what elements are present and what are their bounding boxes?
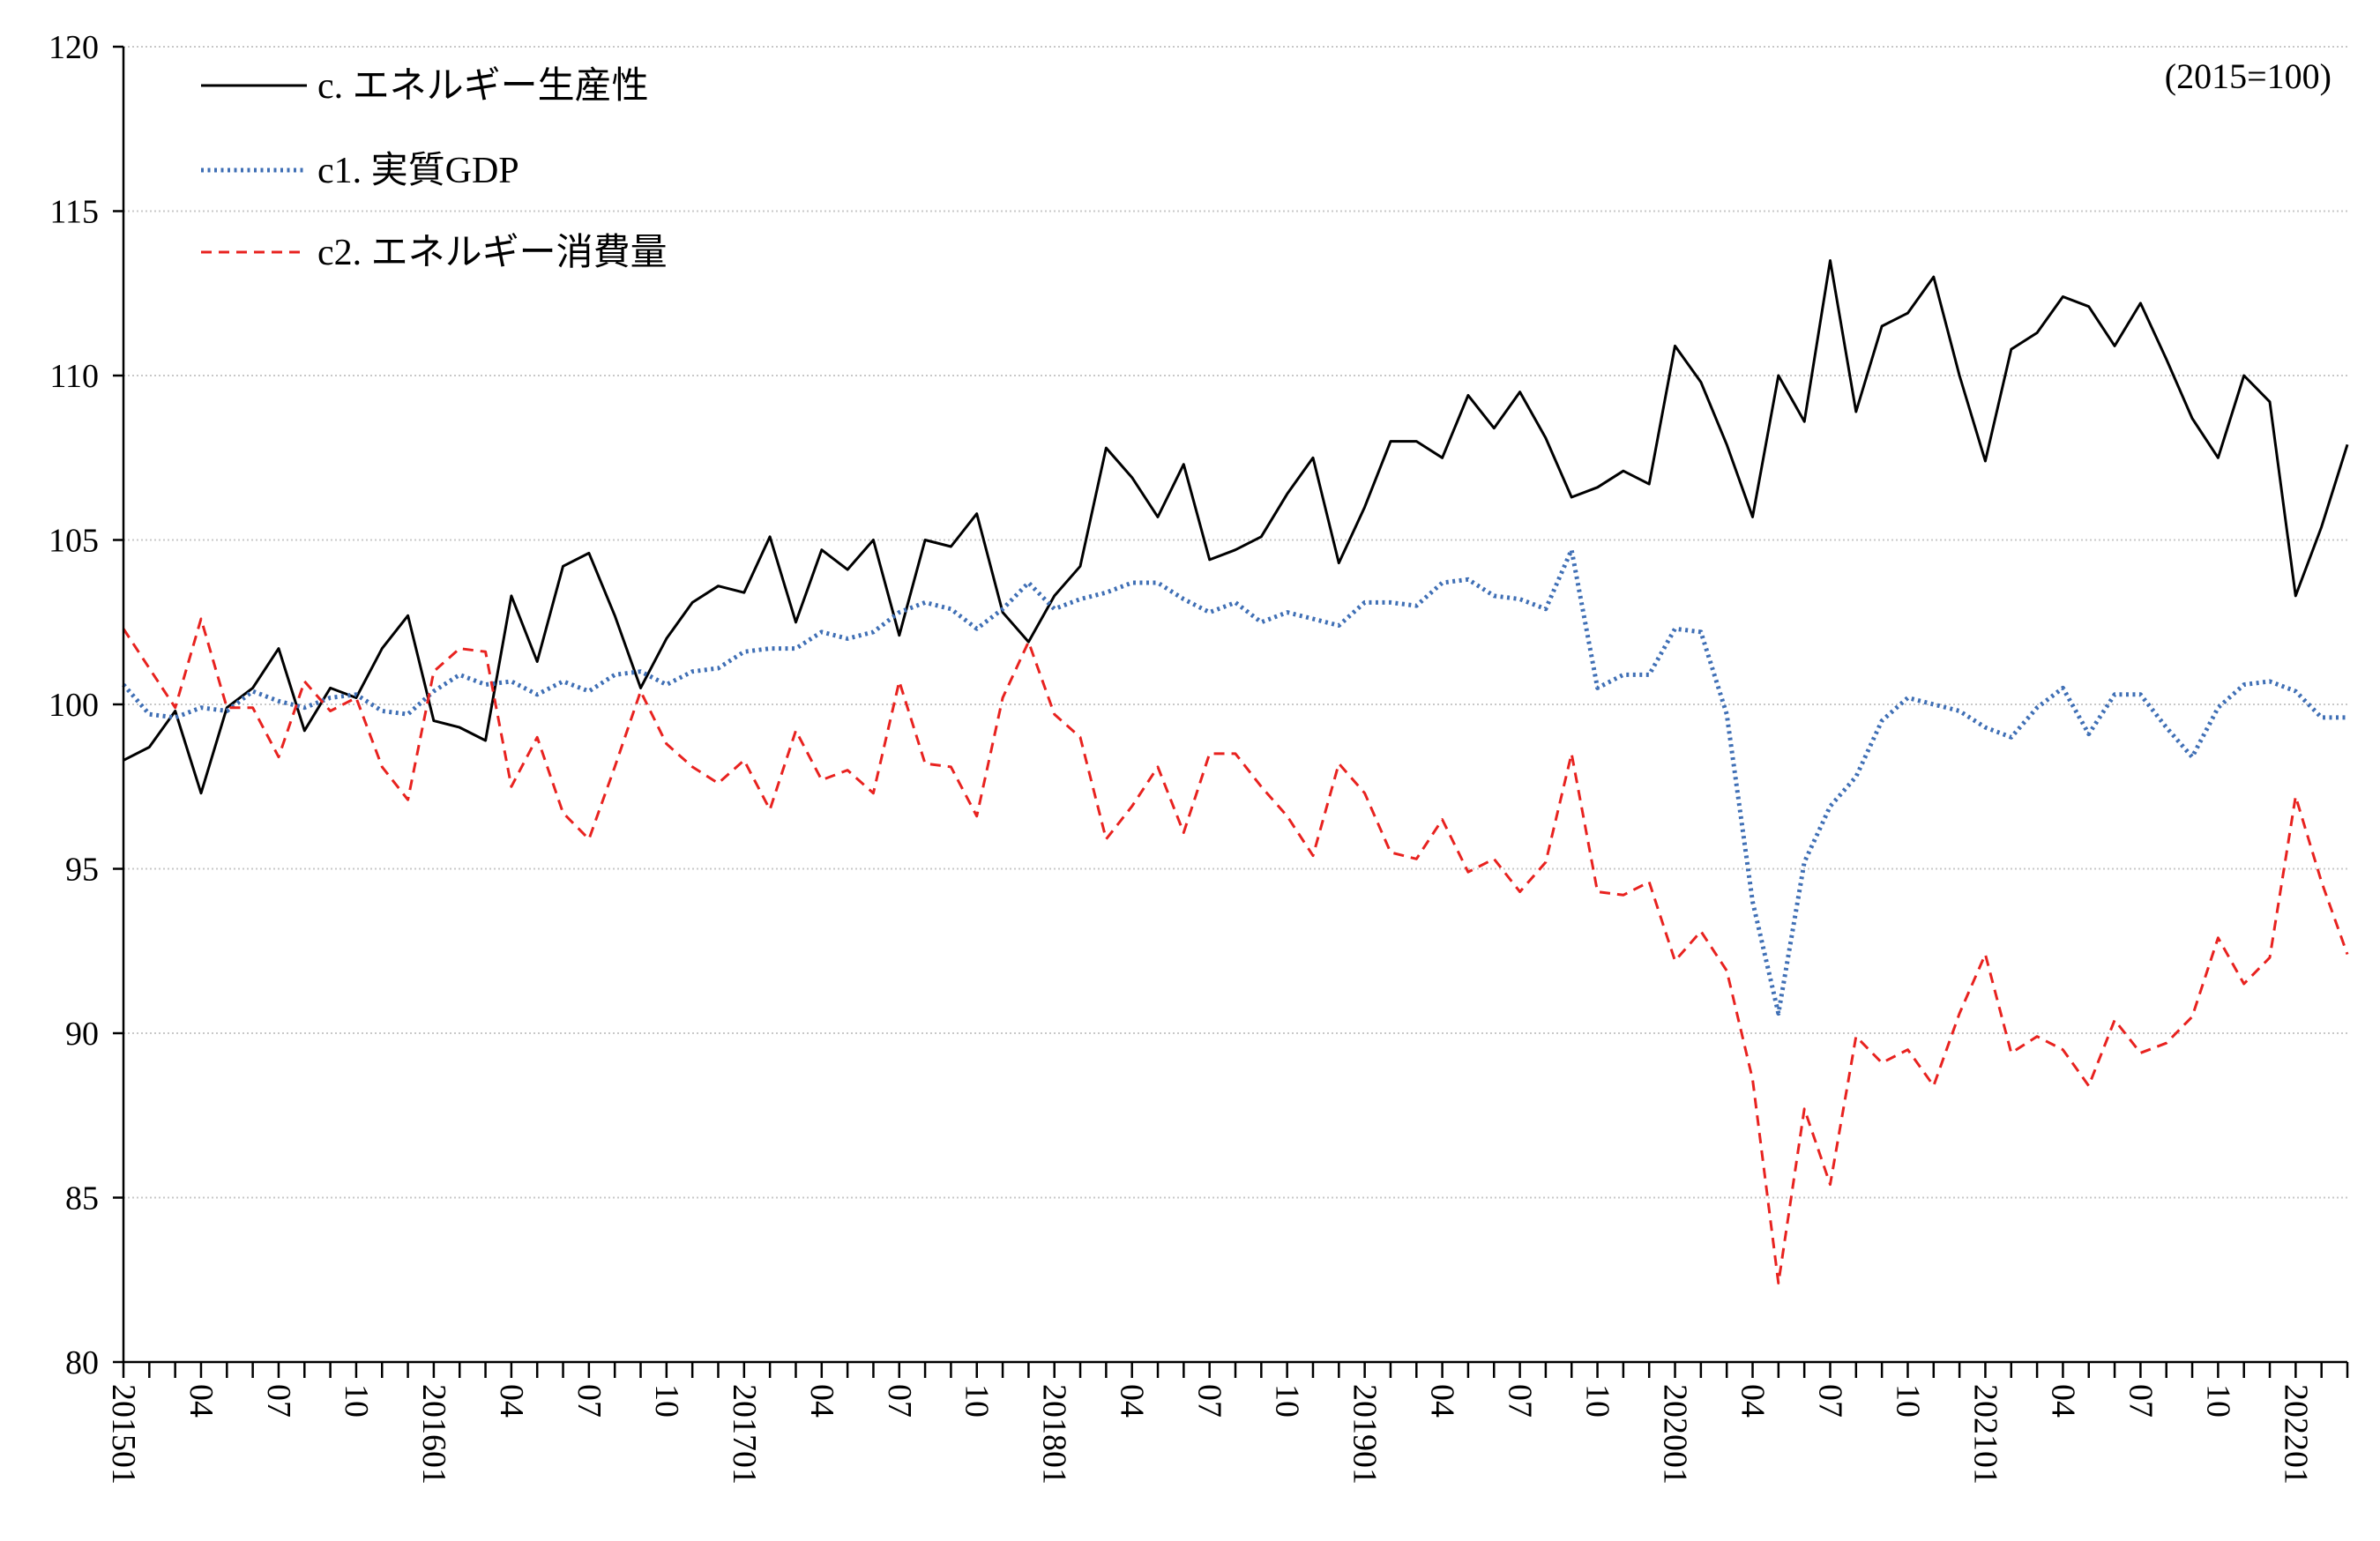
- x-tick-label: 201501: [105, 1384, 142, 1485]
- x-tick-label: 201801: [1036, 1384, 1073, 1485]
- x-tick-label: 10: [959, 1384, 996, 1418]
- y-tick-label: 110: [49, 358, 99, 395]
- y-tick-label: 80: [65, 1344, 99, 1381]
- x-tick-label: 202201: [2277, 1384, 2314, 1485]
- x-tick-label: 04: [803, 1384, 840, 1418]
- x-tick-label: 07: [1502, 1384, 1539, 1418]
- legend-label-2: c1. 実質GDP: [317, 151, 519, 191]
- y-tick-label: 85: [65, 1180, 99, 1217]
- x-tick-label: 201901: [1347, 1384, 1384, 1485]
- y-axis-tick-labels: 80 85 90 95 100 105 110 115 120: [48, 29, 99, 1381]
- y-tick-label: 105: [48, 523, 99, 560]
- y-tick-label: 100: [48, 687, 99, 724]
- x-tick-label: 201601: [415, 1384, 452, 1485]
- legend-label-3: c2. エネルギー消費量: [317, 233, 668, 273]
- series-line-1: [123, 259, 2349, 795]
- x-tick-label: 07: [1191, 1384, 1228, 1418]
- y-tick-label: 120: [48, 29, 99, 66]
- x-tick-label: 04: [1114, 1384, 1151, 1418]
- x-tick-label: 07: [1811, 1384, 1848, 1418]
- legend: c. エネルギー生産性 c1. 実質GDP c2. エネルギー消費量: [201, 66, 668, 273]
- x-tick-label: 10: [648, 1384, 685, 1418]
- x-tick-label: 202101: [1966, 1384, 2003, 1485]
- series-line-3: [122, 617, 2349, 1284]
- y-tick-label: 90: [65, 1016, 99, 1053]
- x-axis-tick-labels: 201501 04 07 10 201601 04 07 10 201701 04 07 10 2018…: [105, 1384, 2314, 1485]
- x-tick-label: 10: [1579, 1384, 1616, 1418]
- x-tick-label: 10: [2199, 1384, 2236, 1418]
- x-tick-label: 04: [2044, 1384, 2081, 1418]
- x-tick-label: 07: [571, 1384, 608, 1418]
- x-tick-label: 202001: [1657, 1384, 1694, 1485]
- legend-label-1: c. エネルギー生産性: [317, 66, 649, 107]
- x-tick-label: 04: [493, 1384, 530, 1418]
- unit-note: (2015=100): [2165, 56, 2332, 96]
- x-tick-label: 07: [260, 1384, 297, 1418]
- x-tick-label: 10: [1269, 1384, 1306, 1418]
- x-tick-label: 07: [881, 1384, 918, 1418]
- x-tick-label: 201701: [726, 1384, 763, 1485]
- series-lines: [122, 259, 2349, 1284]
- x-tick-label: 04: [1735, 1384, 1772, 1418]
- horizontal-gridlines: [123, 46, 2347, 1199]
- y-tick-label: 95: [65, 852, 99, 889]
- series-line-2: [122, 547, 2347, 1016]
- x-tick-label: 10: [1889, 1384, 1926, 1418]
- axes: [113, 45, 2349, 1378]
- x-tick-label: 10: [338, 1384, 375, 1418]
- x-tick-label: 04: [183, 1384, 220, 1418]
- y-tick-label: 115: [49, 194, 99, 231]
- x-tick-label: 07: [2122, 1384, 2159, 1418]
- x-tick-label: 04: [1424, 1384, 1461, 1418]
